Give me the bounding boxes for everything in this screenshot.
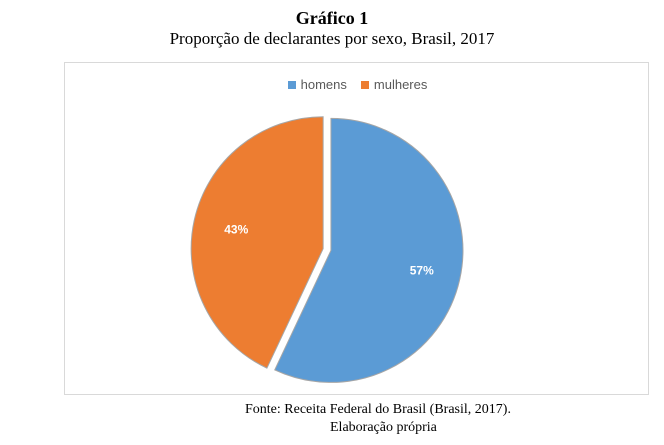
legend-swatch-mulheres	[360, 80, 369, 89]
pie-slice-mulheres	[190, 116, 324, 369]
legend-item-homens: homens	[287, 77, 347, 92]
legend: homens mulheres	[65, 77, 650, 92]
pie-chart: 57% 43%	[190, 116, 464, 383]
legend-label-mulheres: mulheres	[373, 77, 428, 92]
legend-label-homens: homens	[300, 77, 347, 92]
legend-swatch-homens	[287, 80, 296, 89]
pie-slice-homens	[274, 117, 464, 383]
chart-subtitle: Proporção de declarantes por sexo, Brasi…	[169, 29, 495, 48]
note-line: Elaboração própria	[330, 420, 437, 435]
data-label-mulheres: 43%	[224, 222, 248, 236]
legend-item-mulheres: mulheres	[360, 77, 428, 92]
chart-area: homens mulheres 57% 43%	[64, 62, 649, 395]
chart-number-title: Gráfico 1	[295, 8, 369, 28]
data-label-homens: 57%	[410, 264, 434, 278]
source-line: Fonte: Receita Federal do Brasil (Brasil…	[245, 402, 511, 417]
